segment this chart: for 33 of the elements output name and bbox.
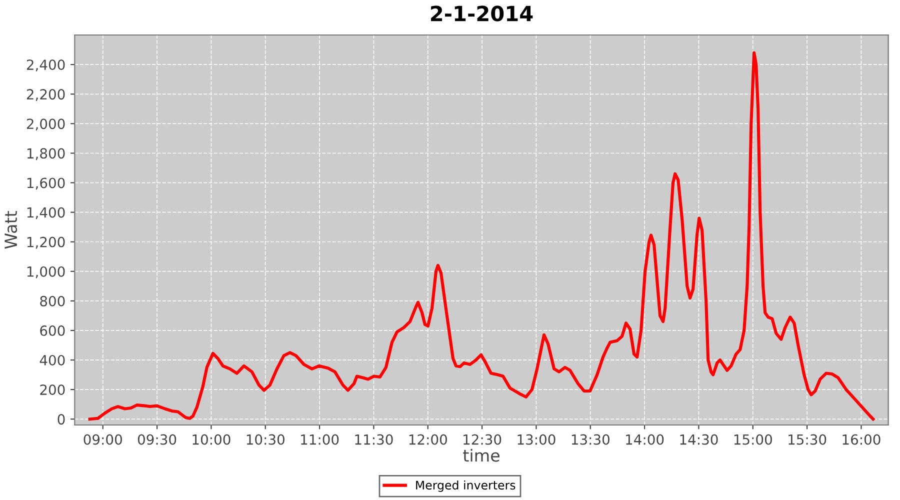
y-tick-label: 1,000 (27, 266, 65, 278)
x-tick-label: 16:00 (842, 434, 880, 445)
x-tick-label: 15:30 (788, 434, 826, 445)
y-tick-label: 600 (40, 325, 65, 336)
x-tick-label: 10:30 (246, 434, 284, 445)
x-tick-label: 12:30 (464, 434, 502, 445)
y-tick-label: 200 (40, 384, 65, 396)
x-tick-label: 09:30 (138, 434, 176, 445)
y-tick-label: 2,000 (26, 118, 65, 131)
x-tick-label: 14:00 (626, 434, 664, 445)
x-tick-label: 15:00 (734, 434, 772, 445)
y-tick-label: 0 (58, 414, 65, 425)
x-tick-label: 14:30 (680, 434, 718, 445)
y-tick-label: 2,200 (26, 89, 65, 101)
y-tick-label: 800 (40, 296, 65, 306)
y-tick-label: 2,400 (26, 60, 65, 72)
x-tick-label: 11:00 (301, 434, 339, 445)
x-axis-title: time (463, 448, 500, 462)
y-tick-label: 400 (40, 354, 65, 366)
line-series (88, 51, 875, 421)
y-tick-label: 1,400 (27, 207, 65, 220)
x-tick-label: 10:00 (192, 434, 230, 445)
x-tick-label: 09:00 (84, 434, 122, 445)
x-tick-label: 13:30 (572, 434, 610, 445)
chart-title: 2-1-2014 (431, 6, 533, 22)
legend-label: Merged inverters (416, 480, 516, 492)
x-tick-label: 12:00 (409, 434, 447, 445)
y-tick-label: 1,200 (27, 236, 65, 249)
y-axis-title: Watt (4, 211, 18, 249)
y-tick-label: 1,600 (27, 178, 65, 190)
x-tick-label: 11:30 (355, 434, 393, 445)
y-tick-label: 1,800 (27, 148, 65, 160)
x-tick-label: 13:00 (518, 434, 556, 445)
